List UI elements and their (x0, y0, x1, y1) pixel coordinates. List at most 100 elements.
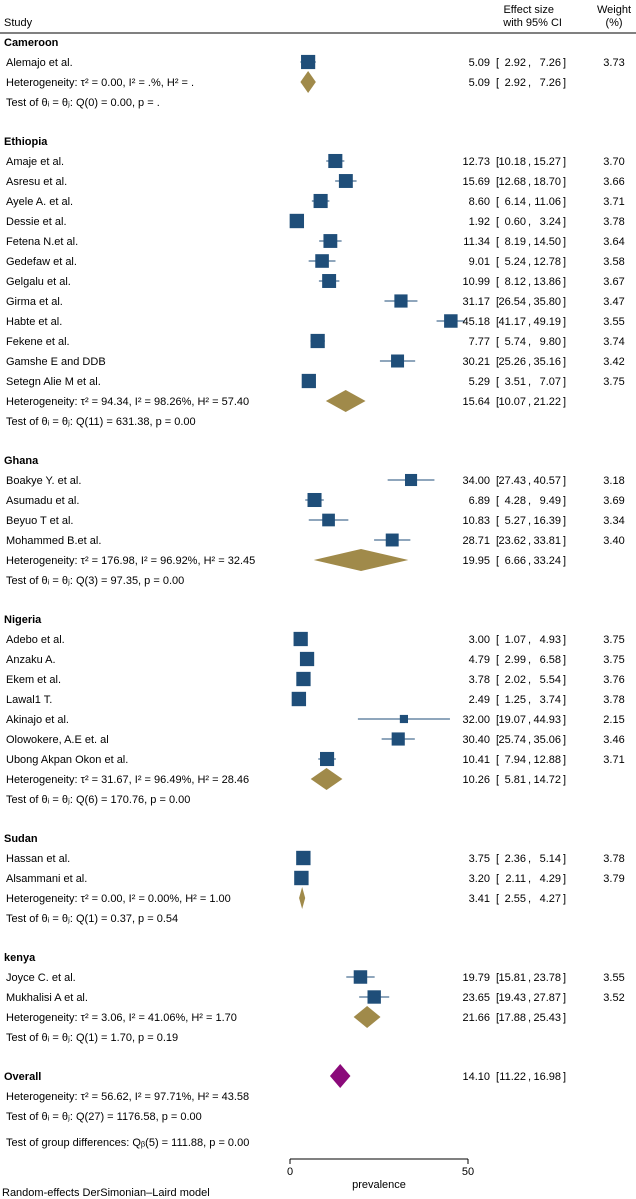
study-label: Dessie et al. (6, 216, 67, 228)
study-marker (367, 990, 381, 1004)
study-ci-lo: 27.43 (498, 475, 526, 487)
study-ci-est: 15.69 (462, 176, 490, 188)
group-cameroon: Cameroon Alemajo et al. 5.09 [2.92, 7.26] 3.7… (4, 37, 625, 109)
subgroup-ci-comma: , (528, 774, 531, 786)
study-ci-bracket-open: [ (496, 316, 499, 328)
study-marker (294, 870, 309, 886)
study-row: Mukhalisi A et al. 23.65 [19.43, 27.87] 3.52 (6, 990, 625, 1004)
subgroup-ci-lo: 2.92 (505, 77, 526, 89)
study-label: Gedefaw et al. (6, 256, 77, 268)
study-marker (444, 314, 458, 328)
study-label: Beyuo T et al. (6, 515, 73, 527)
study-ci-lo: 4.28 (505, 495, 526, 507)
study-ci-comma: , (528, 734, 531, 746)
study-ci-est: 3.20 (469, 873, 490, 885)
study-ci-comma: , (528, 216, 531, 228)
study-ci-est: 10.99 (462, 276, 490, 288)
subgroup-diamond (300, 71, 316, 93)
study-ci-est: 3.78 (469, 674, 490, 686)
study-marker (307, 492, 322, 508)
study-weight: 3.70 (603, 156, 624, 168)
subgroup-diamond (325, 390, 366, 412)
subgroup-ci-hi: 25.43 (533, 1012, 561, 1024)
study-ci-lo: 2.92 (505, 57, 526, 69)
study-ci-hi: 9.80 (540, 336, 561, 348)
study-ci-lo: 25.26 (498, 356, 526, 368)
study-ci-hi: 6.58 (540, 654, 561, 666)
study-ci-hi: 9.49 (540, 495, 561, 507)
subgroup-ci-hi: 33.24 (533, 555, 561, 567)
study-ci-bracket-open: [ (496, 972, 499, 984)
study-row: Girma et al. 31.17 [26.54, 35.80] 3.47 (6, 294, 625, 308)
study-ci-lo: 1.25 (505, 694, 526, 706)
study-ci-est: 31.17 (462, 296, 490, 308)
study-label: Lawal1 T. (6, 694, 52, 706)
study-ci-hi: 18.70 (533, 176, 561, 188)
study-ci-bracket-open: [ (496, 216, 499, 228)
study-label: Fekene et al. (6, 336, 70, 348)
study-weight: 3.78 (603, 853, 624, 865)
study-label: Mukhalisi A et al. (6, 992, 88, 1004)
study-ci-bracket-open: [ (496, 236, 499, 248)
study-ci-est: 5.09 (469, 57, 490, 69)
heterogeneity-label: Heterogeneity: τ² = 31.67, I² = 96.49%, … (6, 774, 249, 786)
study-ci-comma: , (528, 654, 531, 666)
study-ci-lo: 0.60 (505, 216, 526, 228)
study-ci-bracket-open: [ (496, 714, 499, 726)
study-marker (296, 850, 311, 866)
study-ci-hi: 3.24 (540, 216, 561, 228)
study-ci-bracket-close: ] (563, 495, 566, 507)
study-label: Adebo et al. (6, 634, 65, 646)
subgroup-summary-row: Heterogeneity: τ² = 3.06, I² = 41.06%, H… (6, 1006, 566, 1028)
header-effect-line1: Effect size (503, 4, 554, 16)
study-row: Olowokere, A.E et. al 30.40 [25.74, 35.06] 3… (6, 732, 625, 746)
group-test-label: Test of θᵢ = θⱼ: Q(11) = 631.38, p = 0.0… (6, 416, 196, 428)
study-ci-est: 19.79 (462, 972, 490, 984)
heterogeneity-label: Heterogeneity: τ² = 0.00, I² = 0.00%, H²… (6, 893, 231, 905)
study-label: Akinajo et al. (6, 714, 69, 726)
study-row: Ayele A. et al. 8.60 [6.14, 11.06] 3.71 (6, 193, 625, 209)
study-ci-est: 28.71 (462, 535, 490, 547)
subgroup-ci-est: 3.41 (469, 893, 490, 905)
study-ci-lo: 41.17 (498, 316, 526, 328)
subgroup-ci-bracket-open: [ (496, 396, 499, 408)
study-label: Joyce C. et al. (6, 972, 76, 984)
study-label: Alsammani et al. (6, 873, 87, 885)
x-tick-label: 50 (462, 1166, 474, 1178)
study-label: Girma et al. (6, 296, 63, 308)
subgroup-ci-bracket-open: [ (496, 77, 499, 89)
study-row: Mohammed B.et al. 28.71 [23.62, 33.81] 3.40 (6, 533, 625, 547)
study-weight: 3.55 (603, 316, 624, 328)
study-weight: 3.78 (603, 694, 624, 706)
study-ci-bracket-open: [ (496, 495, 499, 507)
subgroup-diamond (310, 768, 343, 790)
study-ci-bracket-open: [ (496, 853, 499, 865)
study-label: Gelgalu et al. (6, 276, 71, 288)
group-test-label: Test of θᵢ = θⱼ: Q(1) = 0.37, p = 0.54 (6, 913, 178, 925)
group-title: Ghana (4, 455, 39, 467)
study-ci-comma: , (528, 873, 531, 885)
study-ci-bracket-close: ] (563, 754, 566, 766)
study-ci-bracket-close: ] (563, 475, 566, 487)
subgroup-ci-comma: , (528, 77, 531, 89)
subgroup-diamond (313, 549, 409, 571)
study-ci-comma: , (528, 853, 531, 865)
study-row: Akinajo et al. 32.00 [19.07, 44.93] 2.15 (6, 714, 625, 726)
header-weight-line1: Weight (597, 4, 631, 16)
study-weight: 3.34 (603, 515, 624, 527)
study-marker (399, 714, 409, 724)
study-weight: 3.40 (603, 535, 624, 547)
study-ci-lo: 5.24 (505, 256, 526, 268)
subgroup-ci-lo: 10.07 (498, 396, 526, 408)
study-ci-est: 10.41 (462, 754, 490, 766)
study-ci-lo: 8.19 (505, 236, 526, 248)
footnote: Random-effects DerSimonian–Laird model (2, 1187, 210, 1199)
study-ci-comma: , (528, 256, 531, 268)
study-ci-est: 11.34 (463, 236, 490, 248)
study-ci-comma: , (528, 196, 531, 208)
study-ci-bracket-open: [ (496, 376, 499, 388)
subgroup-ci-bracket-open: [ (496, 774, 499, 786)
study-ci-est: 12.73 (462, 156, 490, 168)
